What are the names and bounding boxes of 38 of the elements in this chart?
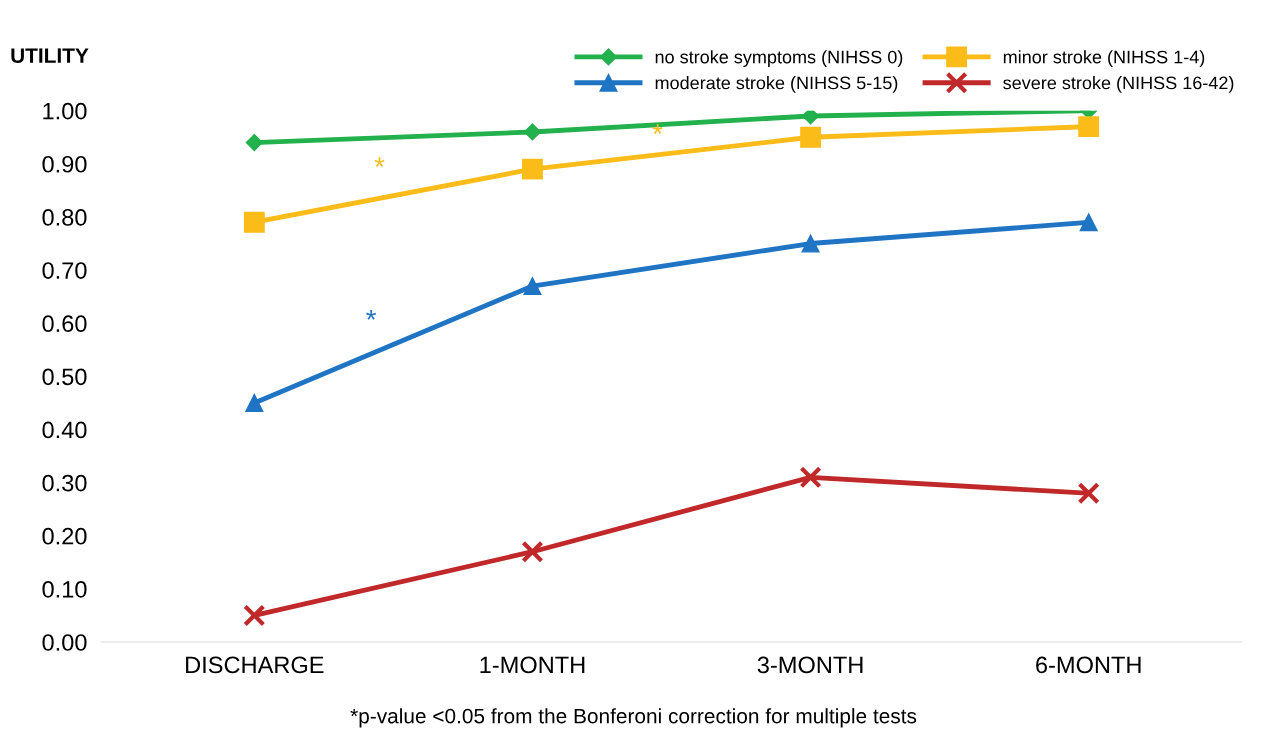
point — [802, 110, 820, 125]
y-tick-label: 0.60 — [42, 315, 87, 333]
point — [1077, 482, 1100, 505]
y-tick-label: 0.10 — [42, 580, 87, 598]
point — [1078, 116, 1100, 138]
annotation: * — [652, 124, 663, 135]
x-tick-label: 1-MONTH — [480, 656, 585, 674]
y-tick-label: 1.00 — [43, 102, 87, 120]
annotation: * — [374, 157, 385, 167]
legend-label: severe stroke (NIHSS 16-42) — [1003, 76, 1234, 93]
y-tick-label: 0.40 — [42, 421, 87, 439]
y-tick-label: 0.00 — [42, 634, 87, 651]
text: *p-value <0.05 from the Bonferoni correction for multiple tests — [350, 708, 917, 728]
y-tick-label: 0.70 — [42, 262, 87, 279]
legend-label: moderate stroke (NIHSS 5-15) — [655, 76, 898, 93]
point — [243, 604, 266, 627]
y-tick-label: 0.30 — [42, 474, 87, 492]
x-tick-label: DISCHARGE — [186, 656, 324, 674]
point — [1079, 213, 1098, 232]
legend-label: no stroke symptoms (NIHSS 0) — [655, 50, 903, 67]
point — [800, 126, 821, 148]
legend-label: minor stroke (NIHSS 1-4) — [1003, 50, 1205, 67]
annotation: * — [366, 310, 377, 320]
point — [245, 134, 263, 152]
y-tick-label: 0.20 — [42, 527, 87, 545]
y-axis-title: UTILITY — [11, 48, 89, 63]
point — [523, 277, 542, 296]
y-tick-label: 0.80 — [42, 209, 87, 226]
point — [245, 393, 264, 412]
point — [522, 158, 543, 180]
x-tick-label: 3-MONTH — [757, 656, 863, 674]
point — [521, 540, 544, 563]
y-tick-label: 0.90 — [42, 155, 87, 173]
point — [243, 211, 265, 233]
point — [801, 234, 820, 253]
y-tick-label: 0.50 — [42, 368, 87, 386]
x-tick-label: 6-MONTH — [1036, 656, 1141, 674]
point — [799, 466, 822, 489]
